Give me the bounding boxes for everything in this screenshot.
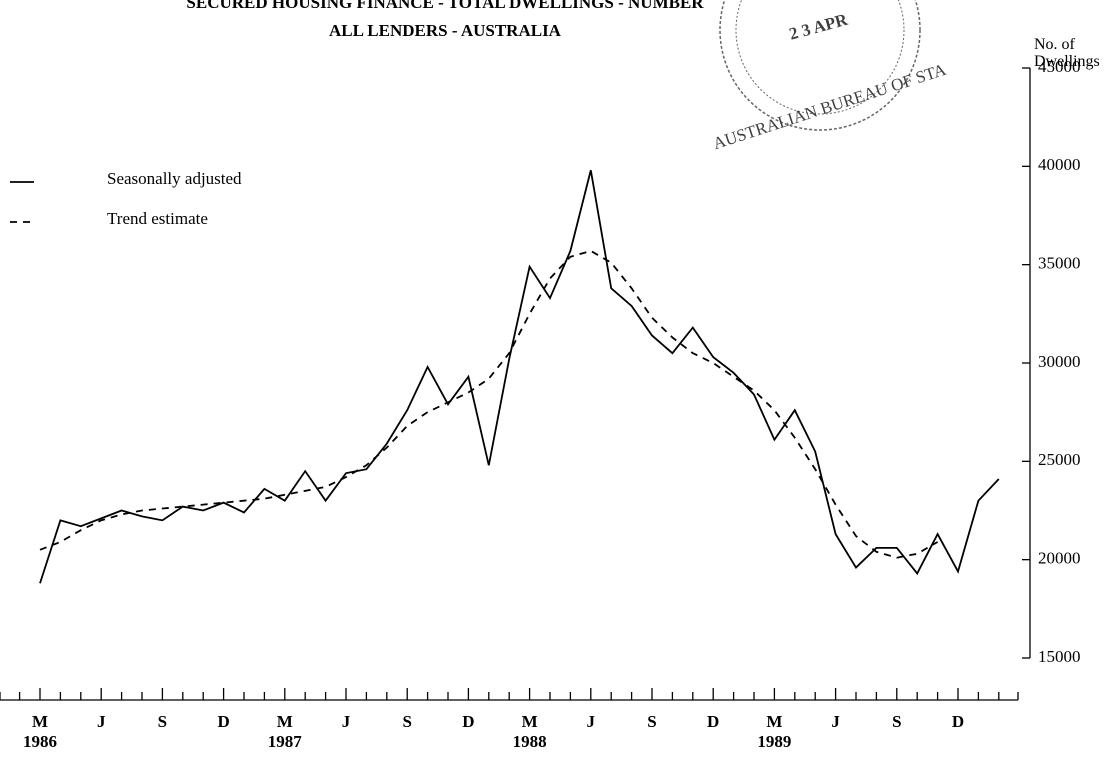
y-tick-label: 20000 (1038, 549, 1081, 568)
x-tick-label: D (952, 712, 964, 731)
y-axis-label-box: No. of Dwellings (1034, 36, 1100, 70)
x-tick-label: S (402, 712, 411, 731)
stamp-text: AUSTRALIAN BUREAU OF STA (711, 60, 949, 154)
stamp: 2 3 APR AUSTRALIAN BUREAU OF STA (711, 0, 949, 153)
y-tick-label: 15000 (1038, 647, 1081, 666)
x-tick-label: M (766, 712, 782, 731)
x-tick-label: S (158, 712, 167, 731)
x-year-label: 1987 (268, 732, 303, 751)
series-line (39, 249, 939, 559)
chart-title: SECURED HOUSING FINANCE - TOTAL DWELLING… (186, 0, 704, 12)
x-year-label: 1989 (757, 732, 791, 751)
y-tick-label: 25000 (1038, 450, 1081, 469)
legend-label: Trend estimate (107, 209, 208, 228)
x-tick-label: S (892, 712, 901, 731)
chart-subtitle: ALL LENDERS - AUSTRALIA (329, 21, 562, 40)
x-tick-label: D (707, 712, 719, 731)
x-tick-label: J (587, 712, 596, 731)
stamp-date: 2 3 APR (787, 10, 850, 44)
y-tick-label: 40000 (1038, 155, 1081, 174)
y-axis-label: No. of Dwellings (1034, 36, 1100, 70)
x-year-label: 1988 (513, 732, 547, 751)
legend-label: Seasonally adjusted (107, 169, 242, 188)
x-tick-label: J (97, 712, 106, 731)
y-tick-label: 35000 (1038, 254, 1081, 273)
x-tick-label: D (217, 712, 229, 731)
x-tick-label: M (32, 712, 48, 731)
x-tick-label: M (277, 712, 293, 731)
x-tick-label: J (831, 712, 840, 731)
series-line (39, 170, 1000, 584)
y-tick-label: 30000 (1038, 352, 1081, 371)
x-tick-label: J (342, 712, 351, 731)
x-tick-label: S (647, 712, 656, 731)
stamp-ring (735, 0, 905, 115)
y-tick-label: 45000 (1038, 57, 1081, 76)
x-tick-label: M (522, 712, 538, 731)
x-year-label: 1986 (23, 732, 57, 751)
stamp-ring (719, 0, 921, 131)
x-tick-label: D (462, 712, 474, 731)
